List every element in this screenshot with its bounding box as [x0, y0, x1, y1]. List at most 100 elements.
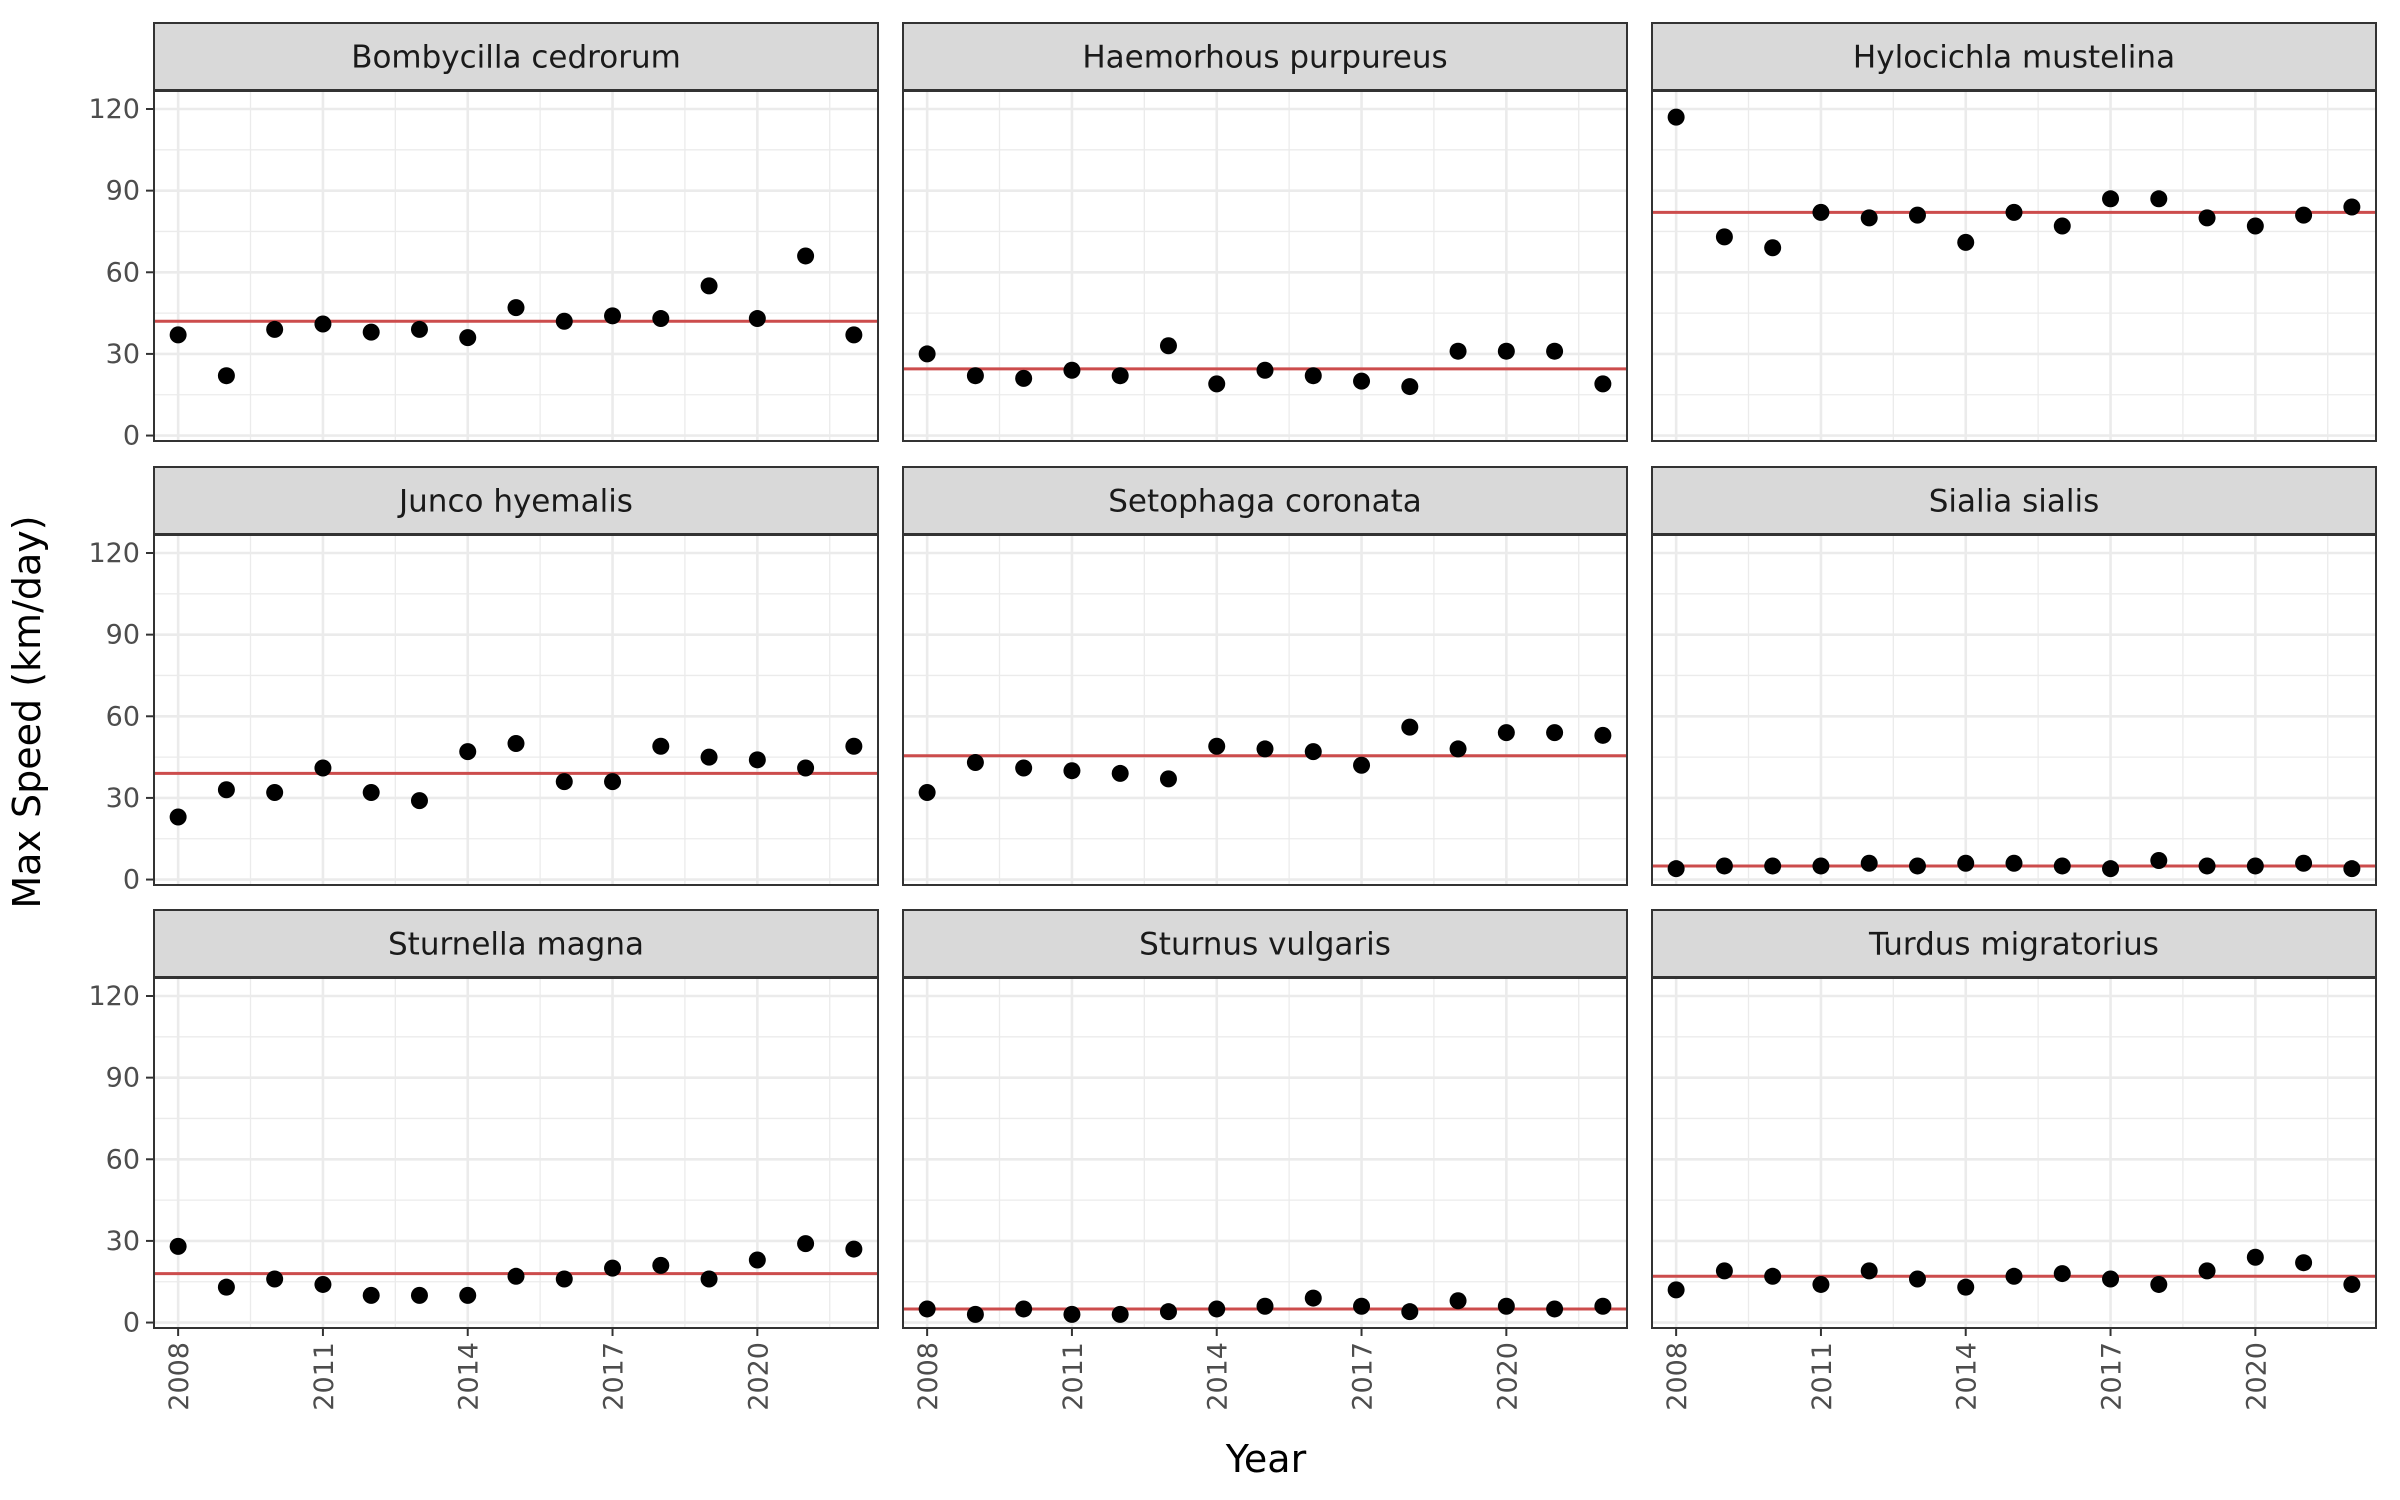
data-point [845, 737, 863, 755]
data-point [2053, 1265, 2071, 1283]
y-tick-label: 60 [106, 257, 140, 288]
data-point [604, 307, 622, 325]
data-point [1908, 206, 1926, 224]
data-point [1812, 857, 1830, 875]
data-point [797, 1235, 815, 1253]
data-point [217, 1278, 235, 1296]
data-point [1015, 759, 1033, 777]
plot-background [1652, 535, 2376, 885]
data-point [1401, 1303, 1419, 1321]
data-point [1667, 108, 1685, 126]
facet-panel: Sturnella magna 0 30 60 90 120 2008 2011 2014 201… [88, 909, 879, 1411]
data-point [1764, 239, 1782, 257]
data-point [2246, 857, 2264, 875]
data-point [2198, 209, 2216, 227]
data-point [1353, 756, 1371, 774]
y-tick-label: 120 [88, 981, 140, 1012]
facet-strip [902, 22, 1628, 91]
data-point [266, 1270, 284, 1288]
data-point [1256, 740, 1274, 758]
data-point [1015, 369, 1033, 387]
data-point [410, 792, 428, 810]
data-point [1497, 1297, 1515, 1315]
data-point [507, 734, 525, 752]
data-point [652, 310, 670, 328]
data-point [1546, 342, 1564, 360]
data-point [1908, 857, 1926, 875]
data-point [169, 326, 187, 344]
data-point [1304, 367, 1322, 385]
data-point [1812, 203, 1830, 221]
data-point [1764, 1267, 1782, 1285]
panel-border [1651, 90, 2377, 442]
data-point [507, 299, 525, 317]
data-point [2102, 190, 2120, 208]
y-tick-label: 30 [106, 339, 140, 370]
data-point [169, 808, 187, 826]
x-tick-label: 2020 [743, 1342, 774, 1411]
y-tick-label: 0 [123, 1308, 140, 1339]
data-point [2102, 860, 2120, 878]
plot-background [154, 535, 878, 885]
data-point [2005, 854, 2023, 872]
data-point [266, 320, 284, 338]
data-point [1063, 361, 1081, 379]
panel-border [902, 90, 1628, 442]
x-tick-label: 2020 [2241, 1342, 2272, 1411]
panel-border [902, 534, 1628, 886]
data-point [1063, 762, 1081, 780]
data-point [2295, 854, 2313, 872]
facet-strip [1651, 909, 2377, 978]
data-point [1594, 1297, 1612, 1315]
x-axis-title: Year [1225, 1437, 1307, 1481]
data-point [1908, 1270, 1926, 1288]
y-tick-label: 0 [123, 865, 140, 896]
data-point [2102, 1270, 2120, 1288]
data-point [2005, 1267, 2023, 1285]
data-point [1957, 854, 1975, 872]
facet-strip [153, 466, 879, 535]
facet-panel: Junco hyemalis 0 30 60 90 120 [88, 466, 879, 896]
x-tick-label: 2011 [1058, 1342, 1089, 1411]
data-point [2053, 857, 2071, 875]
data-point [652, 1256, 670, 1274]
y-tick-label: 120 [88, 538, 140, 569]
panel-border [153, 977, 879, 1329]
data-point [1546, 724, 1564, 742]
y-tick-label: 60 [106, 701, 140, 732]
facet-title: Turdus migratorius [1868, 927, 2159, 963]
y-tick-label: 90 [106, 1063, 140, 1094]
data-point [748, 310, 766, 328]
facet-panels: Bombycilla cedrorum 0 30 60 90 120 Haemorhous … [88, 22, 2377, 1411]
data-point [1353, 372, 1371, 390]
panel-border [902, 977, 1628, 1329]
data-point [1015, 1300, 1033, 1318]
data-point [2150, 1275, 2168, 1293]
data-point [1159, 1303, 1177, 1321]
data-point [1449, 342, 1467, 360]
data-point [700, 277, 718, 295]
plot-background [154, 91, 878, 441]
data-point [1159, 337, 1177, 355]
y-tick-label: 120 [88, 94, 140, 125]
data-point [748, 751, 766, 769]
panel-border [153, 90, 879, 442]
data-point [1111, 764, 1129, 782]
x-tick-label: 2011 [1807, 1342, 1838, 1411]
facet-panel: Haemorhous purpureus [902, 22, 1628, 442]
plot-background [903, 91, 1627, 441]
data-point [1063, 1305, 1081, 1323]
x-tick-label: 2014 [1203, 1342, 1234, 1411]
y-tick-label: 90 [106, 176, 140, 207]
x-tick-label: 2008 [913, 1342, 944, 1411]
data-point [1401, 718, 1419, 736]
facet-panel: Setophaga coronata [902, 466, 1628, 886]
data-point [1449, 1292, 1467, 1310]
data-point [1860, 1262, 1878, 1280]
facet-strip [153, 22, 879, 91]
y-axis-title: Max Speed (km/day) [5, 515, 49, 908]
data-point [555, 773, 573, 791]
data-point [748, 1251, 766, 1269]
x-tick-label: 2008 [164, 1342, 195, 1411]
x-tick-label: 2017 [599, 1342, 630, 1411]
